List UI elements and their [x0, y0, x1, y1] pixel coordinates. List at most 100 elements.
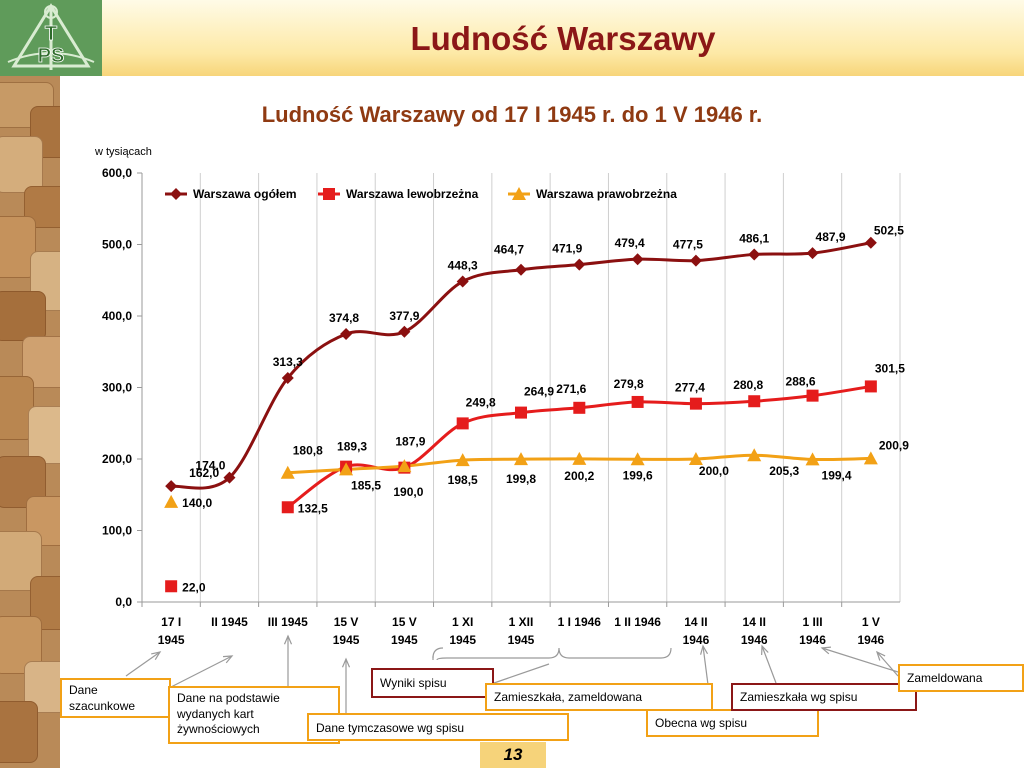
series-point-square: [689, 397, 702, 410]
series-point-diamond: [165, 480, 178, 493]
stone-wall-decoration: [0, 76, 60, 768]
note-registered: Zameldowana: [898, 664, 1024, 692]
connector-line: [493, 663, 550, 684]
connector-arrow: [125, 651, 161, 677]
unit-label: w tysiącach: [94, 146, 152, 158]
census-brace-end: [432, 647, 444, 659]
series-point-square: [323, 188, 335, 200]
x-tick-label: 15 V: [392, 615, 417, 629]
series-point-diamond: [223, 471, 236, 484]
note-resident: Zamieszkała wg spisu: [731, 683, 917, 711]
connector-arrow: [761, 645, 777, 684]
series-point-diamond: [398, 325, 411, 338]
data-label: 471,9: [552, 242, 582, 256]
series-point-square: [573, 401, 586, 414]
header-banner: T PS Ludność Warszawy: [0, 0, 1024, 76]
data-label: 189,3: [337, 440, 367, 454]
logo-letters-ps: PS: [38, 45, 65, 67]
connector-arrowhead: [341, 657, 351, 668]
connector-arrowhead: [820, 646, 832, 655]
series-point-diamond: [456, 275, 469, 288]
data-label: 374,8: [329, 311, 359, 325]
connector-arrow: [821, 647, 899, 673]
series-point-triangle: [339, 462, 354, 476]
series-point-triangle: [397, 459, 412, 473]
series-point-diamond: [573, 258, 586, 271]
x-tick-label: 1945: [508, 633, 535, 647]
data-label: 199,8: [506, 472, 536, 486]
data-label: 288,6: [786, 375, 816, 389]
x-tick-label: 1945: [158, 633, 185, 647]
series-point-diamond: [689, 254, 702, 267]
data-label: 162,0: [189, 466, 219, 480]
data-label: 200,2: [564, 469, 594, 483]
note-present: Obecna wg spisu: [646, 709, 819, 737]
series-point-square: [631, 395, 644, 408]
data-label: 479,4: [615, 236, 645, 250]
note-resident-registered: Zamieszkała, zameldowana: [485, 683, 713, 711]
data-label: 486,1: [739, 231, 769, 245]
y-tick-label: 200,0: [102, 452, 132, 466]
page-number: 13: [480, 742, 546, 768]
data-label: 448,3: [448, 258, 478, 272]
y-tick-label: 100,0: [102, 524, 132, 538]
note-census-results: Wyniki spisu: [371, 668, 494, 698]
series-point-diamond: [340, 328, 353, 341]
y-tick-label: 600,0: [102, 166, 132, 180]
data-label: 132,5: [298, 501, 328, 515]
x-tick-label: 1946: [683, 633, 710, 647]
series-point-square: [281, 501, 294, 514]
series-point-square: [515, 406, 527, 419]
data-label: 205,3: [769, 464, 799, 478]
x-tick-label: 1946: [857, 633, 884, 647]
series-point-triangle: [863, 451, 878, 465]
logo-letter-t: T: [45, 23, 57, 45]
series-point-diamond: [748, 248, 761, 261]
series-point-diamond: [864, 236, 877, 249]
x-tick-label: 1946: [741, 633, 768, 647]
data-label: 198,5: [448, 473, 478, 487]
data-label: 187,9: [395, 435, 425, 449]
x-tick-label: 1945: [333, 633, 360, 647]
data-label: 277,4: [675, 381, 705, 395]
data-label: 502,5: [874, 224, 904, 238]
legend-label: Warszawa lewobrzeżna: [346, 187, 479, 201]
series-point-diamond: [170, 188, 182, 200]
x-tick-label: 1 XII: [509, 615, 534, 629]
series-point-triangle: [280, 465, 295, 479]
series-point-square: [165, 580, 178, 593]
data-label: 487,9: [816, 230, 846, 244]
data-label: 185,5: [351, 478, 381, 492]
connector-arrowhead: [283, 634, 293, 645]
x-tick-label: 15 V: [334, 615, 359, 629]
tps-logo: T PS: [0, 0, 102, 76]
data-label: 264,9: [524, 385, 554, 399]
x-tick-label: 1 II 1946: [614, 615, 661, 629]
x-tick-label: 1 I 1946: [558, 615, 602, 629]
x-tick-label: 1 XI: [452, 615, 473, 629]
x-tick-label: 17 I: [161, 615, 181, 629]
connector-arrowhead: [151, 651, 162, 660]
series-point-square: [864, 380, 877, 393]
series-point-square: [456, 417, 469, 430]
y-tick-label: 400,0: [102, 309, 132, 323]
data-label: 22,0: [182, 580, 206, 594]
data-label: 190,0: [393, 485, 423, 499]
x-tick-label: 14 II: [743, 615, 766, 629]
data-label: 313,3: [273, 355, 303, 369]
series-point-diamond: [806, 247, 819, 260]
connector-arrowhead: [761, 644, 769, 656]
data-label: 301,5: [875, 361, 905, 375]
series-point-triangle: [572, 451, 587, 465]
connector-arrowhead: [700, 644, 709, 655]
data-label: 271,6: [556, 382, 586, 396]
data-label: 200,0: [699, 464, 729, 478]
connector-arrow: [170, 655, 233, 688]
series-point-triangle: [805, 452, 820, 466]
data-label: 377,9: [389, 309, 419, 323]
note-temporary-census: Dane tymczasowe wg spisu: [307, 713, 569, 741]
series-point-diamond: [281, 371, 294, 384]
x-tick-label: 14 II: [684, 615, 707, 629]
series-point-triangle: [747, 448, 762, 462]
data-label: 464,7: [494, 243, 524, 257]
